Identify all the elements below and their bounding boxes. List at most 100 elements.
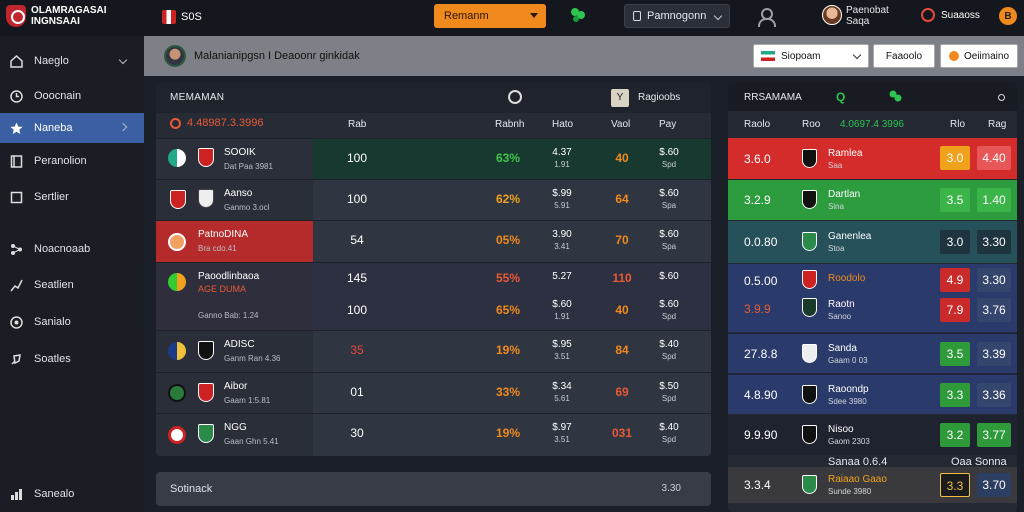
- cell-price: $.60: [659, 271, 679, 282]
- cell-value: 01: [350, 385, 364, 399]
- region-select[interactable]: Siopoam: [753, 44, 869, 68]
- cell-value: 145: [346, 271, 368, 285]
- column-header[interactable]: Rag: [988, 119, 1007, 130]
- team-sub: Gaam 1:5.81: [224, 396, 271, 405]
- odds-row[interactable]: 3.3.4 Raiaao Gaao Sunde 3980 3.3 3.70: [728, 467, 1017, 503]
- brand-logo[interactable]: OLAMRAGASAI INGNSAAI: [6, 5, 107, 27]
- crest-icon: [802, 190, 817, 209]
- avatar[interactable]: [164, 45, 186, 67]
- crest-icon: [802, 232, 817, 251]
- odds-button[interactable]: 4.9: [940, 268, 970, 292]
- odds-button[interactable]: 3.3: [940, 473, 970, 497]
- q-label[interactable]: Q: [836, 90, 846, 104]
- table-row[interactable]: Aibor Gaam 1:5.81 01 33% $.34 5.61 69 $.5…: [156, 372, 711, 413]
- odds-row[interactable]: 27.8.8 Sanda Gaam 0 03 3.5 3.39: [728, 333, 1017, 373]
- search-bar[interactable]: Sotinack 3.30: [156, 472, 711, 506]
- odds-row[interactable]: 3.6.0 Ramlea Saa 3.0 4.40: [728, 138, 1017, 179]
- top-bar: OLAMRAGASAI INGNSAAI S0S Remanm Pamnogon…: [0, 0, 1024, 36]
- sidebar-item-promotions[interactable]: Soatles: [0, 344, 144, 374]
- team-name: SOOIK: [224, 147, 256, 158]
- odds-button[interactable]: 3.77: [977, 423, 1011, 447]
- sidebar-item-home[interactable]: Naeglo: [0, 46, 144, 76]
- odds-button[interactable]: 3.2: [940, 423, 970, 447]
- odds-button[interactable]: 4.40: [977, 146, 1011, 170]
- table-row[interactable]: Paoodlinbaoa AGE DUMA Ganno Bab: 1.24 14…: [156, 262, 711, 330]
- column-header[interactable]: Rabnh: [495, 119, 525, 130]
- odds-button[interactable]: 7.9: [940, 298, 970, 322]
- clock-icon[interactable]: [508, 90, 522, 104]
- column-header[interactable]: Raolo: [744, 119, 771, 130]
- market-select[interactable]: Pamnogonn: [624, 4, 730, 28]
- crest-icon: [802, 425, 817, 444]
- odds-row[interactable]: 0.5.00 3.9.9 Roodolo Raotn Sanoo 4.9 3.3…: [728, 264, 1017, 332]
- column-header[interactable]: Pay: [659, 119, 677, 130]
- sidebar-item-label: Sertlier: [34, 191, 69, 203]
- odds-row[interactable]: 0.0.80 Ganenlea Stoa 3.0 3.30: [728, 221, 1017, 263]
- column-header[interactable]: Rab: [348, 119, 367, 130]
- odds-row[interactable]: 4.8.90 Raoondp Sdee 3980 3.3 3.36: [728, 374, 1017, 414]
- regions-label[interactable]: Ragioobs: [638, 92, 681, 103]
- cell-value: 35: [350, 343, 364, 357]
- odds-row[interactable]: 3.2.9 Dartlan Sina 3.5 1.40: [728, 180, 1017, 220]
- balance-label[interactable]: Suaaoss: [941, 10, 980, 21]
- odds-button[interactable]: 3.0: [940, 230, 970, 254]
- table-row[interactable]: Aanso Ganmo 3.ocl 100 62% $.99 5.91 64 $.…: [156, 179, 711, 220]
- account-name: Paenobat: [846, 5, 889, 16]
- sidebar-item-wallet[interactable]: Sanialo: [0, 307, 144, 337]
- column-header[interactable]: Vaol: [611, 119, 631, 130]
- odds-row-num: 9.9.90: [744, 428, 778, 442]
- odds-button[interactable]: 3.0: [940, 146, 970, 170]
- table-row[interactable]: ADISC Ganm Ran 4.36 35 19% $.95 3.51 84 $…: [156, 330, 711, 372]
- column-header[interactable]: Rlo: [950, 119, 966, 130]
- odds-row[interactable]: 9.9.90 Nisoo Gaom 2303 3.2 3.77: [728, 415, 1017, 455]
- odds-button[interactable]: 3.5: [940, 188, 970, 212]
- filter-button[interactable]: Faaoolo: [873, 44, 935, 68]
- brand-line-2: INGNSAAI: [31, 16, 80, 27]
- odds-panel: RRSAMAMA Q Raolo Roo 4.0697.4 3996 Rlo R…: [728, 83, 1017, 512]
- team-name: Aibor: [224, 381, 248, 392]
- column-header[interactable]: Roo: [802, 119, 821, 130]
- table-row[interactable]: SOOIK Dat Paa 3981 100 63% 4.37 1.91 40 $…: [156, 138, 711, 179]
- sidebar-item-label: Sanialo: [34, 316, 71, 328]
- main-dropdown-button[interactable]: Remanm: [434, 4, 546, 28]
- leaf-icon[interactable]: [569, 6, 587, 24]
- sidebar-item-stats[interactable]: Sanealo: [0, 479, 144, 509]
- odds-button[interactable]: 3.39: [977, 342, 1011, 366]
- column-header[interactable]: Hato: [552, 119, 574, 130]
- y-toggle[interactable]: Y: [611, 89, 629, 107]
- odds-button[interactable]: 3.5: [940, 342, 970, 366]
- avatar[interactable]: [822, 5, 842, 25]
- coin-icon[interactable]: B: [999, 7, 1017, 25]
- sidebar-item-recent[interactable]: Ooocnain: [0, 81, 144, 111]
- sidebar-item-reports[interactable]: Peranolion: [0, 146, 144, 176]
- odds-button[interactable]: 3.76: [977, 298, 1011, 322]
- table-row[interactable]: PatnoDINA Bra cdo.41 54 05% 3.90 3.41 70 …: [156, 220, 711, 262]
- table-row[interactable]: NGG Gaan Ghn 5.41 30 19% $.97 3.51 031 $.…: [156, 413, 711, 456]
- sidebar-item-network[interactable]: Noacnoaab: [0, 234, 144, 264]
- sidebar-item-favorites[interactable]: Naneba: [0, 113, 144, 143]
- chart-icon: [11, 489, 22, 500]
- odds-button[interactable]: 3.3: [940, 383, 970, 407]
- options-button[interactable]: Oeiimaino: [940, 44, 1018, 68]
- odds-button[interactable]: 3.30: [977, 268, 1011, 292]
- team-sub: Sina: [828, 202, 845, 211]
- sidebar-item-settings[interactable]: Sertlier: [0, 182, 144, 212]
- ball-icon: [168, 384, 186, 402]
- odds-button[interactable]: 3.36: [977, 383, 1011, 407]
- odds-button[interactable]: 3.30: [977, 230, 1011, 254]
- user-icon[interactable]: [756, 8, 776, 27]
- sidebar-item-activity[interactable]: Seatlien: [0, 270, 144, 300]
- account-info[interactable]: Paenobat Saqa: [846, 5, 889, 27]
- cell-stack: $.95 3.51: [552, 339, 572, 361]
- league-selector[interactable]: S0S: [162, 10, 202, 24]
- cell-stack: $.60 1.91: [552, 299, 572, 321]
- column-header[interactable]: 4.0697.4 3996: [840, 119, 904, 130]
- team-sub: Ganmo 3.ocl: [224, 203, 270, 212]
- settings-icon[interactable]: [998, 94, 1005, 101]
- footer-sub: Oaa Sonna: [951, 456, 1007, 468]
- odds-button[interactable]: 3.70: [977, 473, 1011, 497]
- team-name: Roodolo: [828, 273, 866, 284]
- odds-button[interactable]: 1.40: [977, 188, 1011, 212]
- cell-value: 100: [346, 303, 368, 317]
- leaf-icon[interactable]: [888, 89, 902, 105]
